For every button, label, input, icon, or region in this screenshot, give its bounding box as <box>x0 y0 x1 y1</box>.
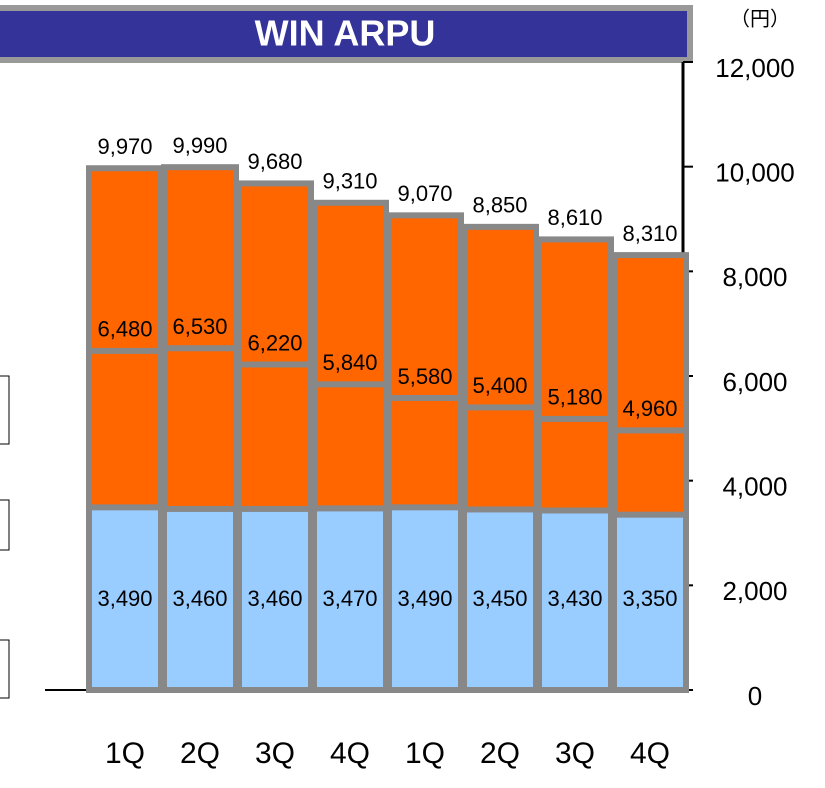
data-label: 6,480 <box>97 317 152 342</box>
y-tick-label: 0 <box>748 681 762 711</box>
data-label: 8,310 <box>622 221 677 246</box>
data-label: 3,430 <box>547 586 602 611</box>
y-tick-label: 6,000 <box>722 367 787 397</box>
data-label: 5,580 <box>397 364 452 389</box>
x-tick-label: 4Q <box>630 737 670 770</box>
unit-label: （円） <box>730 7 790 30</box>
bar <box>311 505 389 693</box>
data-label: 3,460 <box>247 586 302 611</box>
x-tick-label: 2Q <box>480 737 520 770</box>
data-label: 3,470 <box>322 586 377 611</box>
y-tick-label: 8,000 <box>722 262 787 292</box>
y-tick-label: 2,000 <box>722 576 787 606</box>
data-label: 5,400 <box>472 373 527 398</box>
legend-box <box>0 375 10 445</box>
data-label: 5,180 <box>547 385 602 410</box>
data-label: 9,310 <box>322 169 377 194</box>
data-label: 5,840 <box>322 350 377 375</box>
x-tick-label: 3Q <box>555 737 595 770</box>
y-tick-label: 12,000 <box>715 53 795 83</box>
data-label: 9,970 <box>97 134 152 159</box>
bar <box>236 505 314 693</box>
bar <box>611 511 689 694</box>
bar <box>461 506 539 694</box>
x-tick-label: 1Q <box>105 737 145 770</box>
x-tick-label: 1Q <box>405 737 445 770</box>
y-tick-label: 10,000 <box>715 158 795 188</box>
data-label: 3,350 <box>622 586 677 611</box>
x-tick-label: 2Q <box>180 737 220 770</box>
x-tick-label: 4Q <box>330 737 370 770</box>
data-label: 9,990 <box>172 133 227 158</box>
legend-box <box>0 499 10 551</box>
data-label: 8,850 <box>472 193 527 218</box>
data-label: 3,490 <box>397 586 452 611</box>
legend-box <box>0 639 10 699</box>
data-label: 6,220 <box>247 330 302 355</box>
data-label: 8,610 <box>547 205 602 230</box>
x-tick-label: 3Q <box>255 737 295 770</box>
data-label: 9,680 <box>247 149 302 174</box>
bar <box>386 504 464 693</box>
data-label: 3,460 <box>172 586 227 611</box>
bar <box>86 504 164 693</box>
y-tick-label: 4,000 <box>722 472 787 502</box>
data-label: 3,490 <box>97 586 152 611</box>
data-label: 3,450 <box>472 586 527 611</box>
data-label: 9,070 <box>397 181 452 206</box>
data-label: 4,960 <box>622 396 677 421</box>
data-label: 6,530 <box>172 314 227 339</box>
title-box <box>0 5 693 63</box>
chart-title: WIN ARPU <box>255 13 436 54</box>
